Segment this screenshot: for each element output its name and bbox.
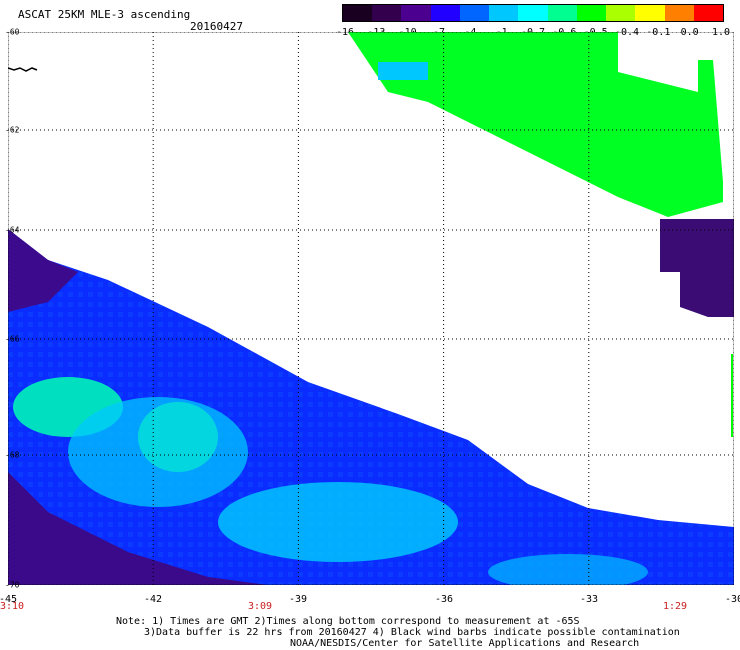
time-label: 3:10 — [0, 601, 25, 612]
longitude-label: -39 — [288, 594, 308, 605]
high-value-region — [348, 32, 723, 217]
mid-value-blob — [218, 482, 458, 562]
latitude-label: -64 — [5, 225, 20, 235]
longitude-label: -36 — [434, 594, 454, 605]
colorbar-segment — [489, 5, 519, 21]
mid-value-blob — [378, 62, 428, 80]
mid-value-blob — [68, 397, 248, 507]
longitude-label: -45 — [0, 594, 18, 605]
note-line-1: Note: 1) Times are GMT 2)Times along bot… — [116, 616, 580, 627]
colorbar-segment — [459, 5, 490, 21]
colorbar-label: -0.1 — [646, 27, 671, 38]
mid-value-blob — [488, 554, 648, 585]
colorbar-segment — [576, 5, 607, 21]
colorbar-segment — [372, 5, 402, 21]
latitude-label: -62 — [5, 125, 20, 135]
note-line-2: 3)Data buffer is 22 hrs from 20160427 4)… — [144, 627, 680, 638]
low-value-region — [8, 472, 268, 585]
colorbar-segment — [430, 5, 461, 21]
colorbar-segment — [518, 5, 549, 21]
coastline-mark — [8, 67, 38, 72]
colorbar-segment — [606, 5, 636, 21]
colorbar-segment — [547, 5, 578, 21]
latitude-label: -70 — [5, 580, 20, 590]
low-value-region — [8, 229, 78, 312]
chart-date: 20160427 — [190, 20, 243, 33]
map-plot — [8, 32, 734, 585]
latitude-label: -66 — [5, 334, 20, 344]
time-label: 3:09 — [247, 601, 273, 612]
chart-title: ASCAT 25KM MLE-3 ascending — [18, 8, 191, 21]
colorbar-label: -0.4 — [614, 27, 640, 38]
latitude-label: -60 — [5, 27, 20, 37]
colorbar-segment — [401, 5, 432, 21]
colorbar-label: 0.0 — [680, 27, 699, 38]
latitude-label: -68 — [5, 450, 20, 460]
longitude-label: -30 — [724, 594, 740, 605]
colorbar-segment — [343, 5, 373, 21]
colorbar-segment — [635, 5, 666, 21]
low-value-region — [660, 219, 734, 317]
longitude-label: -42 — [143, 594, 163, 605]
time-label: 1:29 — [662, 601, 688, 612]
colorbar-segment — [664, 5, 695, 21]
colorbar-segment — [693, 5, 724, 21]
note-line-3: NOAA/NESDIS/Center for Satellite Applica… — [290, 638, 640, 649]
longitude-label: -33 — [579, 594, 599, 605]
colorbar — [342, 4, 724, 22]
